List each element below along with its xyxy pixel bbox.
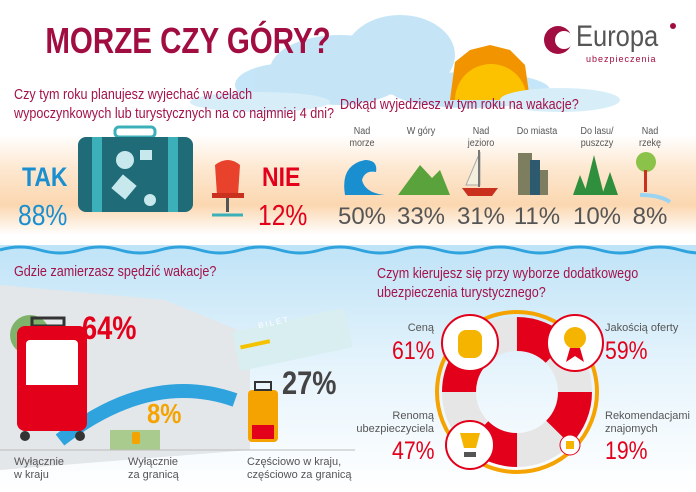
q3-label-abroad: Wyłącznie za granicą	[128, 456, 179, 481]
q3-pct-domestic: 64%	[82, 310, 137, 346]
q1-question: Czy tym roku planujesz wyjechać w celach…	[14, 86, 335, 122]
destination-percent: 11%	[513, 203, 561, 230]
q3-label-mixed: Częściowo w kraju, częściowo za granicą	[247, 456, 352, 481]
q2-question: Dokąd wyjedziesz w tym roku na wakacje?	[340, 96, 579, 113]
q3-question: Gdzie zamierzasz spędzić wakacje?	[14, 263, 217, 280]
q4-label-price: Ceną	[407, 322, 434, 334]
mountains-icon	[398, 165, 450, 195]
logo-name: Europa	[576, 20, 659, 53]
sailboat-icon	[462, 150, 498, 196]
q4-pct-recommendations: 19%	[605, 437, 648, 465]
yes-percent: 88%	[18, 200, 68, 232]
red-suitcase-icon	[17, 316, 87, 441]
europa-logo-icon	[544, 23, 676, 54]
destination-label: W góry	[406, 126, 436, 137]
lifebuoy-icon	[435, 310, 599, 474]
q3-pct-abroad: 8%	[147, 398, 182, 429]
suitcase-icon	[78, 125, 193, 212]
wave-icon	[344, 160, 385, 195]
q4-pct-price: 61%	[392, 337, 435, 365]
small-suitcase-icon	[132, 432, 140, 444]
sun-icon	[450, 45, 530, 100]
medal-icon	[546, 314, 604, 372]
destination-percent: 31%	[456, 203, 506, 230]
q4-label-quality: Jakością oferty	[605, 322, 679, 334]
city-icon	[518, 153, 548, 195]
tree-river-icon	[636, 152, 672, 204]
destination-label: Nad rzekę	[638, 126, 661, 149]
orange-suitcase-icon	[248, 381, 278, 442]
q3-pct-mixed: 27%	[282, 365, 337, 401]
destination-percent: 33%	[396, 203, 446, 230]
no-percent: 12%	[258, 200, 308, 232]
destination-label: Nad jezioro	[467, 126, 495, 149]
trophy-icon	[445, 420, 495, 470]
destination-percent: 50%	[337, 203, 387, 230]
destination-percent: 10%	[572, 203, 622, 230]
ticket-icon	[232, 308, 353, 371]
q4-pct-quality: 59%	[605, 337, 648, 365]
wave-divider	[0, 245, 696, 255]
q4-label-reputation: Renomą ubezpieczyciela	[356, 410, 434, 435]
destination-percent: 8%	[632, 203, 668, 230]
forest-icon	[573, 155, 618, 195]
destination-label: Do lasu/puszczy	[580, 126, 614, 149]
destination-label: Do miasta	[516, 126, 558, 137]
q3-label-domestic: Wyłącznie w kraju	[14, 456, 65, 481]
thumbs-up-icon	[559, 434, 581, 456]
q4-question: Czym kierujesz się przy wyborze dodatkow…	[377, 265, 639, 301]
coins-icon	[441, 314, 499, 372]
q4-label-recommendations: Rekomendacjami znajomych	[605, 410, 690, 435]
no-label: NIE	[262, 162, 301, 192]
destination-label: Nad morze	[349, 126, 375, 149]
logo-tagline: ubezpieczenia	[586, 54, 657, 64]
chair-icon	[212, 160, 244, 217]
q4-pct-reputation: 47%	[392, 437, 435, 465]
yes-label: TAK	[22, 162, 68, 192]
page-title: MORZE CZY GÓRY?	[45, 20, 331, 61]
